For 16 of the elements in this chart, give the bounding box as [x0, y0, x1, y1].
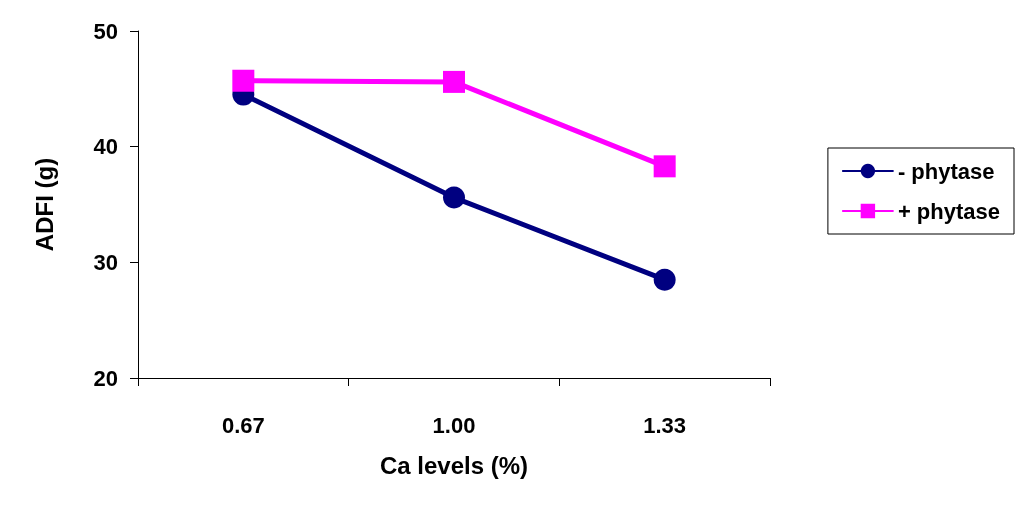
legend-label: + phytase	[897, 198, 1000, 224]
x-axis-title: Ca levels (%)	[379, 451, 529, 479]
legend-label: - phytase	[897, 158, 995, 184]
point	[443, 70, 465, 93]
point	[653, 268, 676, 291]
y-tick-label: 40	[93, 134, 118, 160]
point	[443, 186, 465, 209]
y-tick-label: 20	[93, 365, 118, 391]
x-tick-label: 1.33	[643, 412, 687, 438]
y-tick-label: 50	[93, 18, 118, 44]
x-tick-label: 1.00	[432, 412, 476, 438]
point	[232, 69, 255, 92]
y-tick-label: 30	[93, 249, 118, 275]
x-tick-label: 0.67	[221, 412, 265, 438]
point	[653, 155, 676, 178]
y-axis-title: ADFI (g)	[30, 157, 58, 252]
